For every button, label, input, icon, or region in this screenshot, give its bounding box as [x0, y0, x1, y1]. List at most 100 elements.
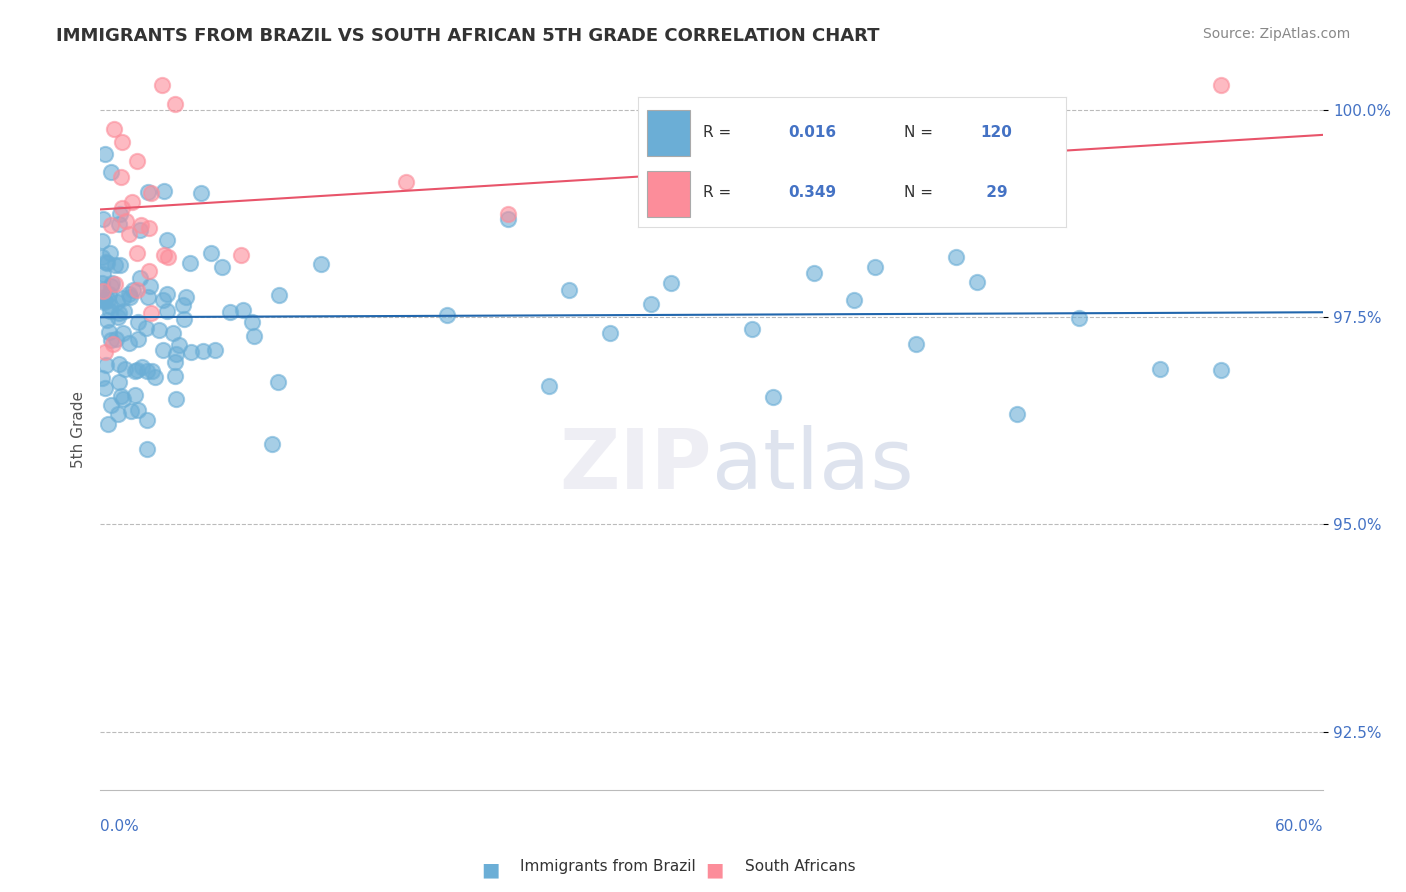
- Text: ■: ■: [706, 860, 724, 880]
- Point: [803, 266, 825, 280]
- Point: [156, 287, 179, 301]
- Point: [395, 175, 418, 189]
- Point: [97, 286, 120, 301]
- Point: [93, 293, 115, 307]
- Text: Source: ZipAtlas.com: Source: ZipAtlas.com: [1202, 27, 1350, 41]
- Point: [91, 292, 114, 306]
- Point: [127, 154, 149, 169]
- Point: [100, 218, 122, 232]
- Point: [165, 368, 187, 383]
- Point: [139, 278, 162, 293]
- Point: [741, 322, 763, 336]
- Point: [121, 194, 143, 209]
- Point: [148, 323, 170, 337]
- Point: [127, 315, 149, 329]
- Point: [436, 308, 458, 322]
- Point: [242, 329, 264, 343]
- Point: [179, 256, 201, 270]
- Point: [96, 312, 118, 326]
- Point: [129, 271, 152, 285]
- Point: [97, 417, 120, 431]
- Point: [496, 212, 519, 227]
- Point: [91, 284, 114, 298]
- Point: [111, 135, 134, 149]
- Point: [91, 284, 114, 298]
- Point: [120, 404, 142, 418]
- Point: [136, 364, 159, 378]
- Point: [904, 336, 927, 351]
- Point: [167, 338, 190, 352]
- Point: [110, 389, 132, 403]
- Point: [105, 332, 128, 346]
- Point: [136, 185, 159, 199]
- Point: [156, 233, 179, 247]
- Text: 0.0%: 0.0%: [100, 819, 139, 834]
- Text: IMMIGRANTS FROM BRAZIL VS SOUTH AFRICAN 5TH GRADE CORRELATION CHART: IMMIGRANTS FROM BRAZIL VS SOUTH AFRICAN …: [56, 27, 880, 45]
- Point: [139, 306, 162, 320]
- Point: [125, 363, 148, 377]
- Point: [114, 362, 136, 376]
- Point: [966, 275, 988, 289]
- Point: [131, 359, 153, 374]
- Point: [152, 343, 174, 358]
- Point: [94, 146, 117, 161]
- Point: [93, 267, 115, 281]
- Point: [94, 255, 117, 269]
- Point: [945, 250, 967, 264]
- Point: [700, 128, 723, 142]
- Point: [111, 291, 134, 305]
- Point: [93, 345, 115, 359]
- Point: [165, 347, 187, 361]
- Point: [115, 213, 138, 227]
- Point: [107, 310, 129, 324]
- Point: [200, 245, 222, 260]
- Point: [232, 303, 254, 318]
- Point: [152, 184, 174, 198]
- Point: [211, 260, 233, 274]
- Point: [558, 283, 581, 297]
- Point: [117, 287, 139, 301]
- Point: [129, 223, 152, 237]
- Point: [104, 258, 127, 272]
- Point: [1211, 78, 1233, 92]
- Point: [127, 332, 149, 346]
- Point: [100, 333, 122, 347]
- Point: [111, 392, 134, 406]
- Point: [599, 326, 621, 340]
- Point: [108, 375, 131, 389]
- Point: [260, 437, 283, 451]
- Point: [138, 221, 160, 235]
- Text: 60.0%: 60.0%: [1275, 819, 1323, 834]
- Point: [101, 276, 124, 290]
- Point: [139, 186, 162, 200]
- Point: [107, 407, 129, 421]
- Point: [1211, 362, 1233, 376]
- Point: [141, 364, 163, 378]
- Point: [863, 260, 886, 274]
- Point: [165, 355, 187, 369]
- Point: [267, 287, 290, 301]
- Point: [98, 299, 121, 313]
- Point: [91, 250, 114, 264]
- Text: ZIP: ZIP: [560, 425, 711, 506]
- Point: [127, 245, 149, 260]
- Text: South Africans: South Africans: [745, 859, 856, 874]
- Point: [309, 257, 332, 271]
- Point: [108, 207, 131, 221]
- Point: [108, 217, 131, 231]
- Point: [762, 390, 785, 404]
- Point: [180, 345, 202, 359]
- Point: [163, 97, 186, 112]
- Point: [125, 283, 148, 297]
- Point: [138, 264, 160, 278]
- Point: [156, 304, 179, 318]
- Point: [152, 293, 174, 308]
- Point: [153, 248, 176, 262]
- Point: [135, 413, 157, 427]
- Point: [98, 303, 121, 318]
- Text: Immigrants from Brazil: Immigrants from Brazil: [520, 859, 696, 874]
- Point: [100, 246, 122, 260]
- Point: [112, 304, 135, 318]
- Point: [107, 306, 129, 320]
- Point: [124, 387, 146, 401]
